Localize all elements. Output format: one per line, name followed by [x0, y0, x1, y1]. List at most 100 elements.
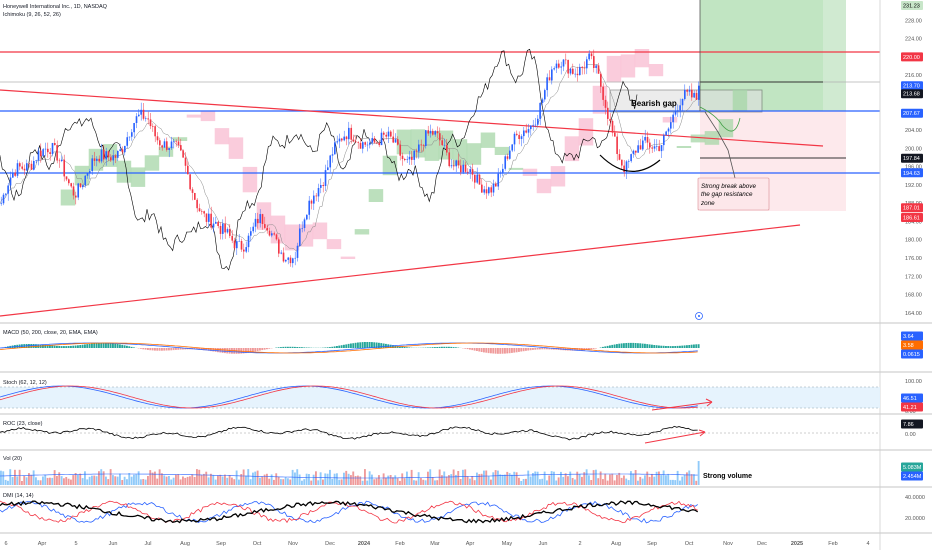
candle-body	[345, 136, 348, 140]
roc-badge-bg	[901, 419, 923, 429]
candle-body	[376, 142, 378, 144]
macd-histogram-bar	[513, 348, 516, 353]
volume-bar	[660, 475, 663, 485]
volume-bar	[539, 479, 541, 485]
volume-bar	[480, 473, 483, 485]
candle-body	[61, 159, 63, 161]
volume-bar	[186, 476, 189, 485]
macd-histogram-bar	[58, 346, 61, 348]
macd-histogram-bar	[616, 344, 618, 348]
candle-body	[306, 214, 308, 220]
projection-wave	[699, 106, 741, 132]
macd-histogram-bar	[179, 348, 182, 350]
candle-body	[352, 139, 355, 142]
candle-body	[166, 141, 168, 150]
macd-histogram-bar	[630, 342, 632, 348]
volume-bar	[385, 477, 387, 485]
volume-bar	[424, 480, 427, 485]
candle-body	[595, 65, 597, 68]
candle-body	[581, 66, 583, 68]
candle-body	[618, 154, 621, 160]
macd-histogram-bar	[480, 348, 483, 352]
cloud-segment	[186, 114, 202, 118]
macd-signal-line	[0, 342, 698, 354]
scroll-to-target-icon[interactable]	[695, 312, 703, 320]
candle-body	[37, 150, 40, 161]
candle-body	[219, 226, 222, 234]
cloud-segment	[578, 118, 594, 146]
macd-histogram-bar	[511, 348, 513, 353]
macd-histogram-bar	[163, 348, 166, 351]
macd-histogram-bar	[506, 348, 509, 354]
macd-histogram-bar	[380, 343, 383, 348]
candle-body	[336, 141, 339, 143]
candle-body	[436, 131, 439, 134]
stoch-k-badge: 46.51	[903, 396, 917, 402]
candle-body	[530, 125, 532, 130]
volume-bar	[161, 473, 163, 485]
volume-bar	[93, 475, 96, 485]
time-axis[interactable]: 6 Apr 5 Jun Jul Aug Sep Oct Nov Dec 2024 Feb Mar Apr M…	[4, 541, 869, 547]
candle-body	[5, 193, 7, 195]
macd-histogram-bar	[354, 342, 357, 348]
volume-bar	[485, 470, 488, 485]
price-tick-label: 200.00	[905, 146, 922, 152]
candle-body	[182, 150, 184, 158]
macd-histogram-bar	[219, 348, 222, 353]
volume-bar	[634, 470, 637, 485]
macd-histogram-bar	[546, 348, 548, 350]
price-tick-label: 224.00	[905, 37, 922, 43]
volume-bar	[665, 475, 667, 485]
time-tick-label: Aug	[180, 541, 190, 547]
macd-histogram-bar	[119, 344, 121, 348]
signal-badge-bg	[901, 340, 923, 350]
candle-body	[385, 134, 388, 137]
cloud-segment	[242, 166, 258, 193]
volume-bar	[354, 476, 357, 485]
time-tick-label: 2	[578, 541, 581, 547]
macd-histogram-bar	[476, 348, 478, 351]
volume-bar	[588, 475, 590, 485]
cloud-segment	[340, 256, 356, 259]
volume-bar	[205, 471, 208, 485]
macd-histogram-bar	[210, 348, 212, 352]
volume-bar	[53, 470, 56, 485]
macd-histogram-bar	[133, 347, 135, 348]
candle-body	[126, 137, 129, 146]
cloud-segment	[424, 131, 440, 161]
volume-bar	[86, 479, 89, 485]
volume-bar	[11, 477, 14, 485]
break-note-box	[697, 177, 770, 211]
price-axis[interactable]: 228.00224.00220.00216.00212.00208.00204.…	[901, 1, 923, 317]
candle-body	[194, 193, 196, 200]
volume-bar	[193, 477, 196, 485]
dmi-tick-20: 20.0000	[905, 516, 925, 522]
candle-body	[12, 172, 14, 178]
signal-badge: 3.58	[903, 343, 914, 349]
volume-bar	[550, 471, 553, 485]
volume-bar	[18, 469, 21, 485]
volume-bar	[67, 478, 70, 485]
volume-bar	[263, 474, 266, 485]
macd-histogram-bar	[324, 347, 327, 348]
macd-histogram-bar	[205, 348, 208, 351]
price-badge-label: 194.63	[903, 171, 920, 177]
time-tick-label: Mar	[430, 541, 440, 547]
volume-bar	[184, 477, 187, 485]
price-tick-label: 204.00	[905, 128, 922, 134]
candle-body	[684, 89, 686, 100]
price-tick-label: 192.00	[905, 183, 922, 189]
candle-body	[331, 154, 334, 156]
price-tick-label: 196.00	[905, 165, 922, 171]
volume-bar	[154, 471, 156, 485]
candle-body	[520, 136, 523, 139]
volume-bar	[511, 474, 513, 485]
volume-bar	[492, 472, 495, 485]
price-badge-label: 186.61	[903, 216, 920, 222]
macd-histogram-bar	[431, 347, 434, 348]
candle-body	[112, 155, 115, 161]
macd-histogram-bar	[338, 345, 341, 348]
candle-body	[642, 140, 644, 150]
volume-bar	[606, 480, 609, 485]
candle-body	[544, 90, 546, 100]
